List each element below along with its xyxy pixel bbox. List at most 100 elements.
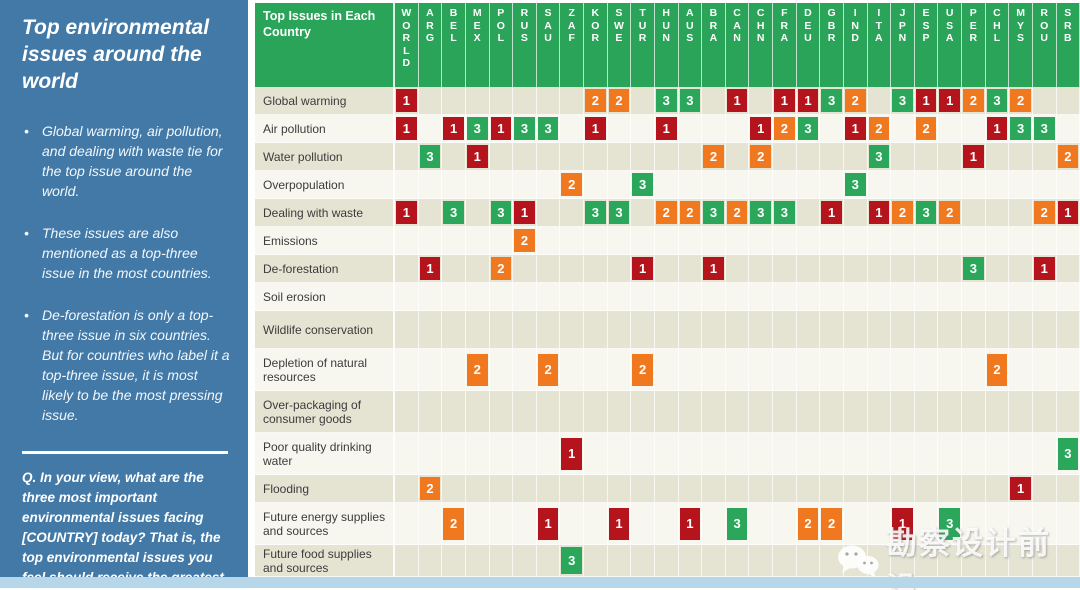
rank-badge: 1 — [396, 89, 417, 112]
insight-bullet-2: These issues are also mentioned as a top… — [22, 223, 232, 283]
matrix-cell — [679, 143, 703, 170]
matrix-cell — [773, 503, 797, 544]
matrix-cell: 2 — [490, 255, 514, 282]
matrix-cell — [844, 199, 868, 226]
matrix-cell: 3 — [537, 115, 561, 142]
rank-badge: 3 — [915, 201, 937, 224]
matrix-cell — [986, 391, 1010, 432]
matrix-cell — [395, 227, 419, 254]
matrix-cell — [962, 475, 986, 502]
rank-badge: 1 — [608, 507, 630, 540]
issue-row: Dealing with waste 1 3 3 1 3 3 2 2 3 2 3 3 1 1 2 3 2 2 1 — [255, 199, 1080, 227]
matrix-cell — [702, 349, 726, 390]
matrix-cell — [584, 391, 608, 432]
matrix-cell — [891, 143, 915, 170]
matrix-cell — [608, 227, 632, 254]
matrix-cell — [537, 391, 561, 432]
matrix-cell — [986, 475, 1010, 502]
rank-badge: 3 — [774, 201, 795, 224]
matrix-cell — [395, 349, 419, 390]
matrix-cell — [844, 227, 868, 254]
rank-badge: 1 — [514, 201, 535, 224]
matrix-cell — [513, 143, 537, 170]
matrix-cell — [560, 391, 584, 432]
issue-row: Flooding 2 1 — [255, 475, 1080, 503]
matrix-cell — [986, 227, 1010, 254]
matrix-cell: 3 — [915, 199, 939, 226]
issue-row: Soil erosion — [255, 283, 1080, 311]
matrix-cell — [938, 255, 962, 282]
matrix-cell — [442, 433, 466, 474]
matrix-cell — [419, 199, 443, 226]
matrix-cell — [1057, 391, 1080, 432]
matrix-cell — [797, 143, 821, 170]
matrix-cell: 3 — [584, 199, 608, 226]
matrix-body: Global warming 1 2 2 3 3 1 1 1 3 2 3 1 1 2 3 2 Air pollut… — [255, 87, 1080, 577]
matrix-cell — [1009, 227, 1033, 254]
rank-badge: 3 — [608, 201, 630, 224]
matrix-cell — [537, 433, 561, 474]
matrix-cell — [938, 143, 962, 170]
matrix-cell — [679, 227, 703, 254]
matrix-cell — [466, 475, 490, 502]
matrix-cell — [560, 475, 584, 502]
rank-badge: 1 — [419, 257, 441, 280]
matrix-cell — [419, 87, 443, 114]
matrix-cell: 3 — [490, 199, 514, 226]
matrix-cell: 2 — [631, 349, 655, 390]
matrix-cell: 2 — [938, 199, 962, 226]
page-title: Top environmental issues around the worl… — [22, 16, 210, 93]
matrix-cell: 1 — [773, 87, 797, 114]
rank-badge: 3 — [466, 117, 488, 140]
matrix-cell — [962, 227, 986, 254]
matrix-cell — [773, 283, 797, 310]
matrix-cell — [820, 115, 844, 142]
matrix-cell — [608, 115, 632, 142]
matrix-cell — [749, 283, 773, 310]
matrix-cell — [395, 143, 419, 170]
matrix-cell — [395, 545, 419, 576]
matrix-cell — [726, 545, 750, 576]
matrix-cell — [537, 199, 561, 226]
matrix-cell — [962, 391, 986, 432]
matrix-cell: 2 — [655, 199, 679, 226]
matrix-cell — [584, 475, 608, 502]
matrix-cell: 2 — [608, 87, 632, 114]
matrix-cell — [442, 227, 466, 254]
row-label: De-forestation — [255, 255, 395, 282]
matrix-cell — [442, 143, 466, 170]
matrix-cell — [1057, 349, 1080, 390]
matrix-cell — [679, 115, 703, 142]
matrix-cell — [986, 311, 1010, 348]
matrix-cell: 1 — [655, 115, 679, 142]
matrix-cell — [749, 545, 773, 576]
rank-badge: 2 — [821, 507, 842, 540]
matrix-cell — [679, 433, 703, 474]
matrix-cell — [773, 227, 797, 254]
matrix-cell — [1009, 143, 1033, 170]
matrix-cell — [1033, 391, 1057, 432]
rank-badge: 3 — [1057, 437, 1079, 470]
rank-badge: 2 — [537, 353, 559, 386]
matrix-cell — [537, 311, 561, 348]
matrix-cell — [631, 503, 655, 544]
matrix-cell — [608, 545, 632, 576]
matrix-cell — [419, 115, 443, 142]
matrix-cell — [679, 311, 703, 348]
matrix-cell — [868, 87, 892, 114]
matrix-cell: 2 — [962, 87, 986, 114]
matrix-cell — [560, 199, 584, 226]
matrix-cell — [513, 87, 537, 114]
matrix-cell — [466, 545, 490, 576]
matrix-cell — [891, 311, 915, 348]
matrix-cell: 2 — [679, 199, 703, 226]
matrix-cell — [490, 311, 514, 348]
